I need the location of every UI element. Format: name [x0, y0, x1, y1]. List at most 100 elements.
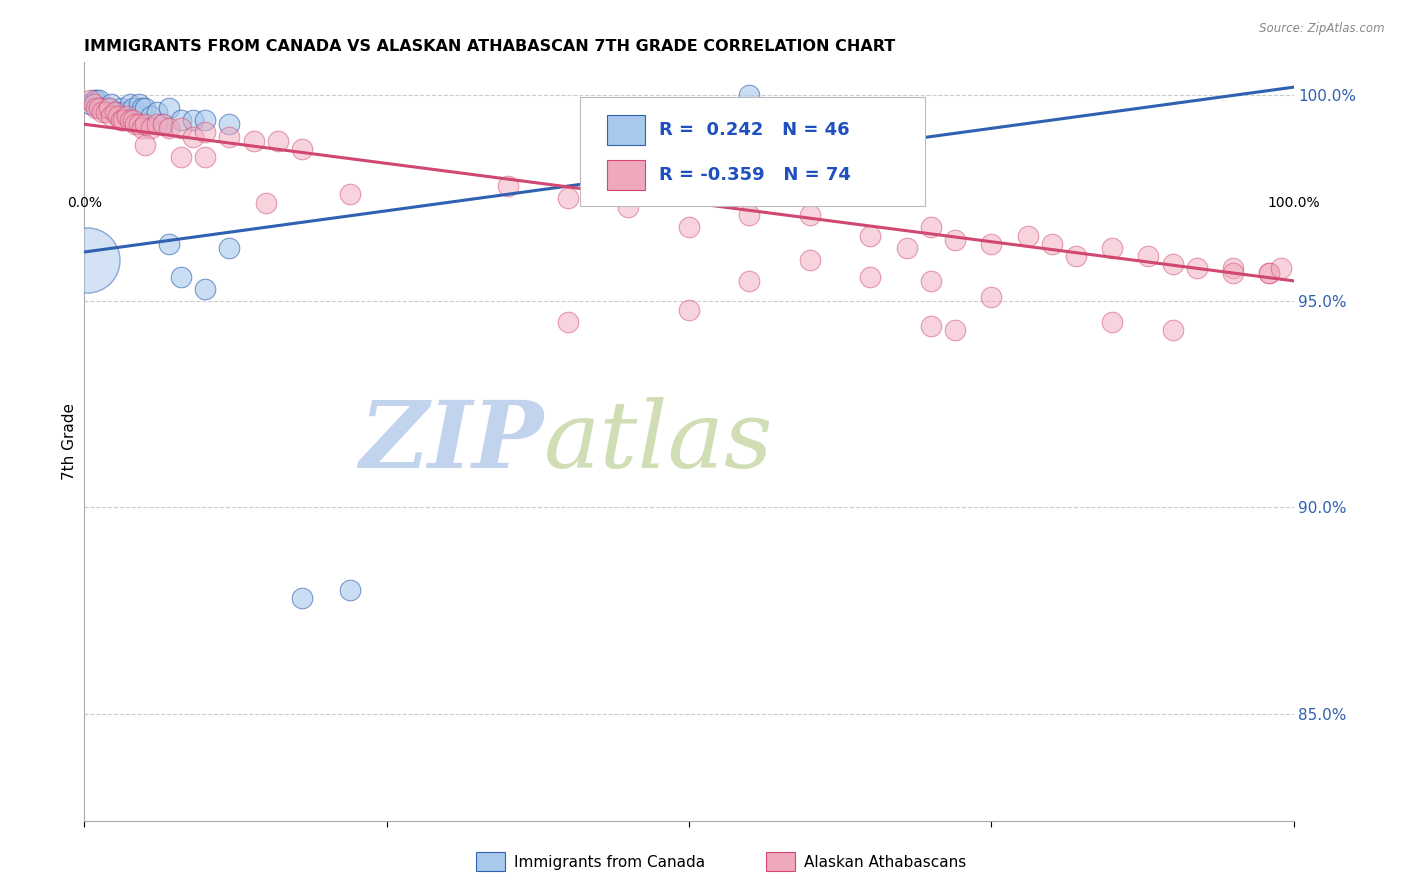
Point [678, 302, 700, 317]
Point [339, 187, 361, 202]
Point [120, 96, 142, 111]
Point [131, 101, 153, 115]
Point [157, 101, 180, 115]
Point [131, 121, 153, 136]
Point [107, 109, 129, 123]
Point [146, 104, 169, 119]
Point [115, 109, 138, 123]
Text: Immigrants from Canada: Immigrants from Canada [513, 855, 704, 870]
FancyBboxPatch shape [607, 160, 645, 190]
Point [139, 121, 162, 136]
Point [91, 101, 114, 115]
Point [152, 117, 174, 131]
Text: Source: ZipAtlas.com: Source: ZipAtlas.com [1260, 22, 1385, 36]
Point [134, 137, 156, 152]
Point [83, 93, 105, 107]
Point [496, 179, 519, 194]
Point [980, 290, 1002, 304]
Text: ZIP: ZIP [360, 397, 544, 486]
Point [134, 101, 156, 115]
Point [194, 150, 217, 164]
FancyBboxPatch shape [581, 96, 925, 207]
Point [896, 241, 918, 255]
Text: R = -0.359   N = 74: R = -0.359 N = 74 [659, 166, 851, 184]
Point [110, 113, 132, 128]
Point [1161, 257, 1184, 271]
Point [170, 269, 193, 284]
Point [242, 134, 264, 148]
Point [1101, 241, 1123, 255]
Point [1222, 261, 1244, 276]
Point [920, 319, 942, 334]
Point [1017, 228, 1039, 243]
FancyBboxPatch shape [766, 853, 796, 871]
Text: atlas: atlas [544, 397, 773, 486]
Point [1161, 323, 1184, 337]
Point [170, 150, 193, 164]
Point [1101, 315, 1123, 329]
Point [121, 101, 143, 115]
Point [100, 109, 122, 123]
Point [291, 142, 314, 156]
Point [194, 282, 217, 296]
Point [110, 101, 132, 115]
Point [859, 269, 882, 284]
Point [170, 121, 193, 136]
Point [617, 200, 640, 214]
Point [97, 101, 120, 115]
Point [1222, 266, 1244, 280]
Point [181, 129, 204, 144]
Point [738, 274, 761, 288]
Point [1064, 249, 1087, 263]
Point [799, 208, 821, 222]
Point [194, 113, 217, 128]
Point [91, 104, 114, 119]
Point [104, 104, 127, 119]
Point [1258, 266, 1281, 280]
Point [86, 101, 108, 115]
Point [859, 228, 882, 243]
Point [218, 129, 240, 144]
Point [291, 591, 314, 606]
Point [79, 93, 101, 107]
Point [112, 113, 135, 128]
FancyBboxPatch shape [607, 115, 645, 145]
Point [218, 117, 240, 131]
Point [128, 96, 150, 111]
Text: R =  0.242   N = 46: R = 0.242 N = 46 [659, 121, 849, 139]
Point [152, 117, 174, 131]
Point [678, 220, 700, 235]
Point [738, 88, 761, 103]
Point [157, 121, 180, 136]
Text: IMMIGRANTS FROM CANADA VS ALASKAN ATHABASCAN 7TH GRADE CORRELATION CHART: IMMIGRANTS FROM CANADA VS ALASKAN ATHABA… [84, 39, 896, 54]
Point [107, 104, 129, 119]
Point [76, 253, 98, 268]
Point [124, 117, 146, 131]
Point [1258, 266, 1281, 280]
Point [112, 104, 135, 119]
Point [86, 93, 108, 107]
Point [94, 104, 117, 119]
Point [157, 236, 180, 251]
FancyBboxPatch shape [477, 853, 505, 871]
Point [79, 96, 101, 111]
Point [115, 104, 138, 119]
Point [980, 236, 1002, 251]
Point [128, 117, 150, 131]
Point [94, 101, 117, 115]
Text: 100.0%: 100.0% [1267, 196, 1320, 210]
Point [1270, 261, 1292, 276]
Point [557, 315, 579, 329]
Point [920, 274, 942, 288]
Point [100, 96, 122, 111]
Point [194, 126, 217, 140]
Point [104, 104, 127, 119]
Point [339, 582, 361, 597]
Point [139, 109, 162, 123]
Point [170, 113, 193, 128]
Point [146, 117, 169, 131]
Point [87, 101, 110, 115]
Point [120, 113, 142, 128]
Point [83, 96, 105, 111]
Point [1040, 236, 1063, 251]
